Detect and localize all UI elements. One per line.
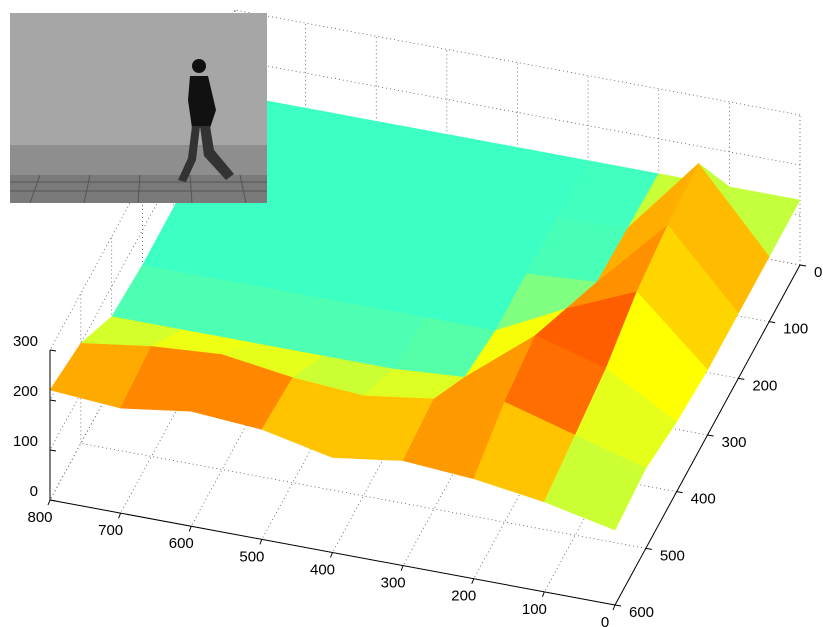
x-tick-label: 0 [601,614,609,627]
y-tick-label: 600 [629,604,654,621]
z-tick [50,450,56,451]
x-tick [613,605,615,610]
x-tick-label: 300 [381,575,406,592]
x-tick [119,513,121,518]
z-tick [50,350,56,351]
x-tick-label: 700 [98,522,123,539]
x-tick [189,526,191,531]
y-tick [738,378,744,379]
y-tick [615,605,621,606]
z-tick [50,500,56,501]
z-tick [50,400,56,401]
x-tick [331,553,333,558]
y-tick [708,435,714,436]
z-grid-line [235,10,800,115]
y-tick-label: 0 [814,264,822,281]
y-tick [769,322,775,323]
x-tick-label: 800 [27,509,52,526]
y-tick-label: 300 [722,434,747,451]
y-tick [646,548,652,549]
x-tick-label: 500 [239,548,264,565]
y-tick-label: 200 [752,377,777,394]
z-tick-label: 100 [13,433,38,450]
z-tick-label: 200 [13,383,38,400]
y-tick-label: 500 [660,547,685,564]
y-tick [800,265,806,266]
z-tick-label: 300 [13,333,38,350]
x-tick-label: 200 [451,588,476,605]
chart: 0 100 200 300 400 500 600 700 800 0 100 200 300 400 50… [0,0,823,627]
y-tick-label: 400 [691,491,716,508]
x-tick [48,500,50,505]
z-tick-label: 0 [30,483,38,500]
inset-photo [10,13,267,203]
y-tick [677,492,683,493]
y-tick-label: 100 [783,321,808,338]
x-tick-label: 100 [522,601,547,618]
x-tick [260,539,262,544]
x-tick [542,592,544,597]
x-tick-label: 600 [169,535,194,552]
x-tick [472,579,474,584]
x-tick-label: 400 [310,561,335,578]
x-tick [401,566,403,571]
